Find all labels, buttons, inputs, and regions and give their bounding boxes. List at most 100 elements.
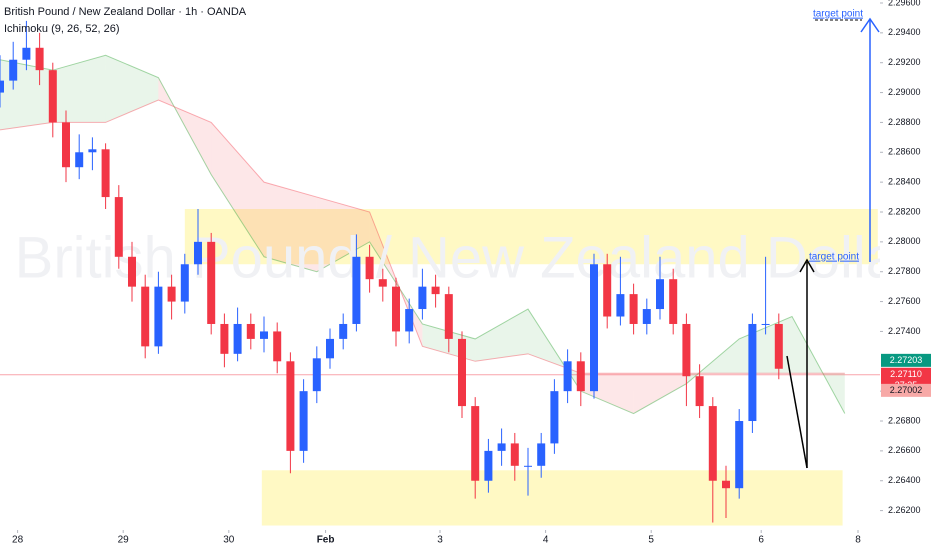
y-tick-label: 2.27800 [888, 266, 921, 276]
arrow-line [786, 355, 808, 469]
candle-body [497, 443, 506, 451]
y-tick-label: 2.28600 [888, 147, 921, 157]
ichimoku-cloud [264, 182, 317, 272]
candle-body [220, 323, 229, 354]
x-tick-label: 28 [12, 535, 24, 546]
candle-body [392, 286, 400, 332]
candle-body [339, 323, 348, 339]
x-tick-label: 8 [855, 535, 861, 546]
price-badge-label: 2.27203 [890, 355, 923, 365]
y-tick-label: 2.29000 [888, 87, 921, 97]
candle-body [431, 286, 440, 295]
y-tick-label: 2.26200 [888, 505, 921, 515]
price-badge [881, 383, 931, 397]
background-layer [0, 54, 880, 526]
x-tick-label: 6 [758, 535, 764, 546]
zone [261, 470, 843, 526]
candle-body [48, 70, 57, 123]
ichimoku-cloud [316, 197, 370, 272]
y-tick-label: 2.28200 [888, 206, 921, 216]
candle-body [246, 323, 255, 339]
candle-body [75, 152, 84, 168]
y-tick-label: 2.26600 [888, 445, 921, 455]
y-tick-label: 2.27600 [888, 296, 921, 306]
candle-body [62, 122, 70, 168]
candle-body [616, 294, 625, 317]
candle-body [629, 294, 638, 324]
arrow-head [799, 258, 815, 273]
candle-body [194, 241, 202, 265]
candle-body [484, 450, 493, 481]
axis-layer: 2.262002.264002.266002.268002.270002.274… [12, 0, 931, 546]
candle-body [326, 338, 334, 359]
candle-body [603, 264, 612, 317]
x-tick-label: Feb [317, 535, 335, 546]
zone [184, 209, 878, 265]
candle-body [471, 406, 480, 481]
y-tick-label: 2.29200 [888, 57, 921, 67]
x-tick-label: 30 [223, 535, 235, 546]
ichimoku-cloud [211, 122, 264, 257]
candle-body [722, 480, 730, 489]
candle-body [524, 465, 532, 467]
x-tick-label: 5 [648, 535, 654, 546]
watermark: British Pound / New Zealand Dollar [15, 225, 918, 290]
candle-body [141, 286, 150, 347]
arrow-head [860, 17, 880, 33]
time-axis [0, 530, 880, 550]
candle-body [180, 264, 189, 302]
candle-body [0, 80, 4, 93]
candle-body [35, 47, 44, 71]
candle-body [761, 323, 770, 325]
candle-body [550, 391, 559, 444]
candle-body [405, 309, 414, 332]
y-tick-label: 2.29400 [888, 27, 921, 37]
annotation: target point [813, 9, 863, 20]
x-tick-label: 29 [118, 535, 130, 546]
candle-body [233, 323, 242, 354]
y-tick-label: 2.29600 [888, 0, 921, 7]
candle-body [748, 323, 757, 422]
candle-body [378, 279, 387, 287]
candle-body [273, 331, 282, 362]
annotation: target point [809, 252, 859, 263]
candle-body [365, 256, 374, 280]
price-badge [881, 353, 931, 367]
y-tick-label: 2.28000 [888, 236, 921, 246]
candle-body [537, 443, 546, 466]
candle-body [774, 323, 783, 369]
y-tick-label: 2.27400 [888, 326, 921, 336]
candle-body [352, 256, 361, 324]
candle-body [9, 59, 18, 81]
candle-body [101, 149, 110, 198]
candle-body [88, 149, 97, 153]
candle-body [299, 391, 308, 451]
symbol-title: British Pound / New Zealand Dollar · 1h … [4, 6, 247, 18]
ichimoku-cloud [633, 373, 687, 414]
y-tick-label: 2.28800 [888, 117, 921, 127]
candle-body [656, 279, 664, 310]
indicator-label: Ichimoku (9, 26, 52, 26) [4, 23, 120, 35]
candle-body [167, 286, 176, 302]
candle-body [458, 338, 466, 407]
plot-layer [0, 20, 783, 523]
drawings: target point target point [786, 9, 880, 469]
candle-body [563, 361, 572, 392]
ichimoku-cloud [0, 59, 53, 130]
candle-body [22, 47, 31, 60]
candle-body [260, 331, 268, 339]
price-badge-label: 2.27110 [890, 369, 922, 379]
ichimoku-cloud [475, 309, 528, 362]
y-tick-label: 2.26800 [888, 415, 921, 425]
x-tick-label: 4 [543, 535, 549, 546]
ichimoku-span [0, 54, 846, 415]
candle-body [695, 376, 704, 407]
candle-body [642, 309, 651, 324]
y-tick-label: 2.28400 [888, 177, 921, 187]
candle-body [444, 294, 453, 339]
candle-body [682, 323, 691, 377]
candle-body [207, 241, 216, 324]
x-tick-label: 3 [437, 535, 443, 546]
